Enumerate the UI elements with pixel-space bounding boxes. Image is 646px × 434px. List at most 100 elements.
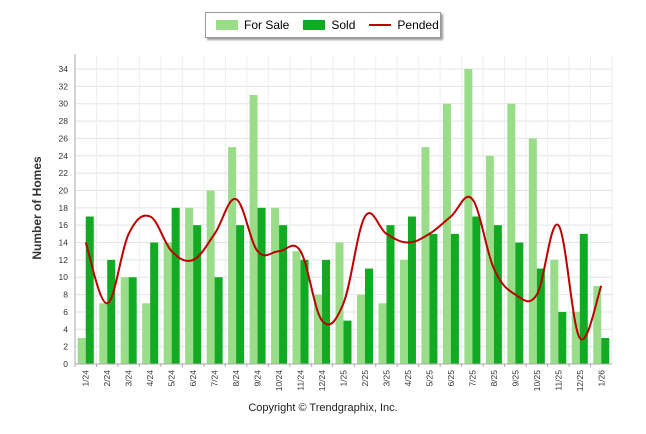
- bar-sold: [279, 225, 288, 364]
- bar-sold: [364, 268, 373, 364]
- bar-sold: [601, 337, 610, 364]
- x-tick-label: 2/25: [360, 370, 370, 387]
- y-tick-label: 26: [59, 133, 69, 143]
- bar-sold: [472, 216, 481, 364]
- x-tick-label: 12/25: [575, 370, 585, 392]
- bar-sold: [579, 233, 588, 364]
- bar-for-sale: [464, 69, 473, 364]
- x-tick-label: 11/24: [296, 370, 306, 391]
- bar-for-sale: [99, 303, 108, 364]
- sold-swatch: [303, 20, 326, 30]
- bar-sold: [214, 277, 223, 364]
- x-tick-label: 10/24: [274, 370, 284, 392]
- y-tick-label: 0: [63, 359, 68, 369]
- bar-for-sale: [335, 242, 344, 364]
- bar-sold: [257, 207, 266, 364]
- y-tick-label: 30: [59, 99, 69, 109]
- bar-for-sale: [249, 95, 258, 365]
- bar-for-sale: [206, 190, 215, 364]
- y-tick-label: 34: [59, 64, 69, 74]
- bar-for-sale: [571, 311, 580, 364]
- y-tick-label: 10: [59, 272, 69, 282]
- bar-sold: [322, 259, 331, 364]
- legend-item-sold[interactable]: Sold: [303, 18, 355, 32]
- bar-for-sale: [356, 294, 365, 364]
- bar-for-sale: [163, 242, 172, 364]
- y-tick-label: 6: [63, 307, 68, 317]
- y-tick-label: 8: [63, 290, 68, 300]
- bar-sold: [128, 277, 137, 364]
- y-tick-label: 2: [63, 342, 68, 352]
- legend-label-sold: Sold: [331, 18, 356, 32]
- bar-for-sale: [399, 259, 408, 364]
- y-tick-label: 32: [59, 81, 69, 91]
- bar-for-sale: [185, 207, 194, 364]
- y-tick-label: 16: [59, 220, 69, 230]
- bar-for-sale: [120, 277, 129, 364]
- bar-sold: [107, 259, 116, 364]
- legend: For Sale Sold Pended: [205, 12, 441, 38]
- legend-item-pended[interactable]: Pended: [369, 18, 439, 32]
- bar-for-sale: [314, 294, 323, 364]
- bar-sold: [536, 268, 545, 364]
- bar-for-sale: [142, 303, 151, 364]
- bar-for-sale: [271, 207, 280, 364]
- bar-for-sale: [228, 147, 237, 364]
- bar-sold: [429, 233, 438, 364]
- x-tick-label: 3/25: [381, 370, 391, 387]
- x-tick-label: 12/24: [317, 370, 327, 392]
- bar-sold: [300, 259, 309, 364]
- x-tick-label: 5/25: [424, 370, 434, 387]
- bar-for-sale: [442, 103, 451, 364]
- bar-for-sale: [378, 303, 387, 364]
- bar-for-sale: [292, 251, 301, 364]
- x-tick-label: 9/25: [510, 370, 520, 387]
- bar-for-sale: [77, 337, 86, 364]
- bars: [77, 69, 610, 365]
- x-tick-label: 7/25: [467, 370, 477, 387]
- x-tick-label: 9/24: [253, 370, 263, 387]
- pended-swatch: [369, 24, 392, 26]
- x-tick-label: 6/25: [446, 370, 456, 387]
- bar-sold: [150, 242, 159, 364]
- bar-for-sale: [421, 147, 430, 364]
- for-sale-swatch: [216, 20, 238, 30]
- x-tick-label: 8/24: [231, 370, 241, 387]
- bar-sold: [515, 242, 524, 364]
- legend-label-pended: Pended: [397, 18, 439, 32]
- y-tick-label: 24: [59, 151, 69, 161]
- y-axis-label: Number of Homes: [30, 156, 44, 260]
- y-tick-label: 12: [59, 255, 69, 265]
- y-tick-label: 22: [59, 168, 69, 178]
- x-tick-label: 5/24: [167, 370, 177, 387]
- x-tick-label: 10/25: [532, 370, 542, 392]
- y-tick-label: 28: [59, 116, 69, 126]
- x-tick-label: 2/24: [102, 370, 112, 387]
- bar-for-sale: [507, 103, 516, 364]
- x-tick-label: 7/24: [210, 370, 220, 387]
- bar-sold: [493, 225, 502, 364]
- x-tick-label: 4/25: [403, 370, 413, 387]
- copyright-text: Copyright © Trendgraphix, Inc.: [248, 402, 398, 414]
- bar-sold: [343, 320, 352, 364]
- bar-sold: [85, 216, 94, 364]
- y-tick-label: 20: [59, 185, 69, 195]
- bar-sold: [450, 233, 459, 364]
- bar-for-sale: [550, 259, 559, 364]
- bar-sold: [236, 225, 245, 364]
- x-tick-label: 6/24: [188, 370, 198, 387]
- bar-sold: [386, 225, 395, 364]
- y-tick-label: 18: [59, 203, 69, 213]
- x-tick-label: 3/24: [124, 370, 134, 387]
- x-tick-label: 1/25: [339, 370, 349, 387]
- y-tick-label: 14: [59, 238, 69, 248]
- x-tick-label: 1/26: [596, 370, 606, 387]
- bar-sold: [407, 216, 416, 364]
- x-tick-label: 11/25: [553, 370, 563, 391]
- pended-line: [84, 195, 603, 341]
- bar-sold: [558, 311, 567, 364]
- x-tick-label: 8/25: [489, 370, 499, 387]
- legend-item-for-sale[interactable]: For Sale: [216, 18, 289, 32]
